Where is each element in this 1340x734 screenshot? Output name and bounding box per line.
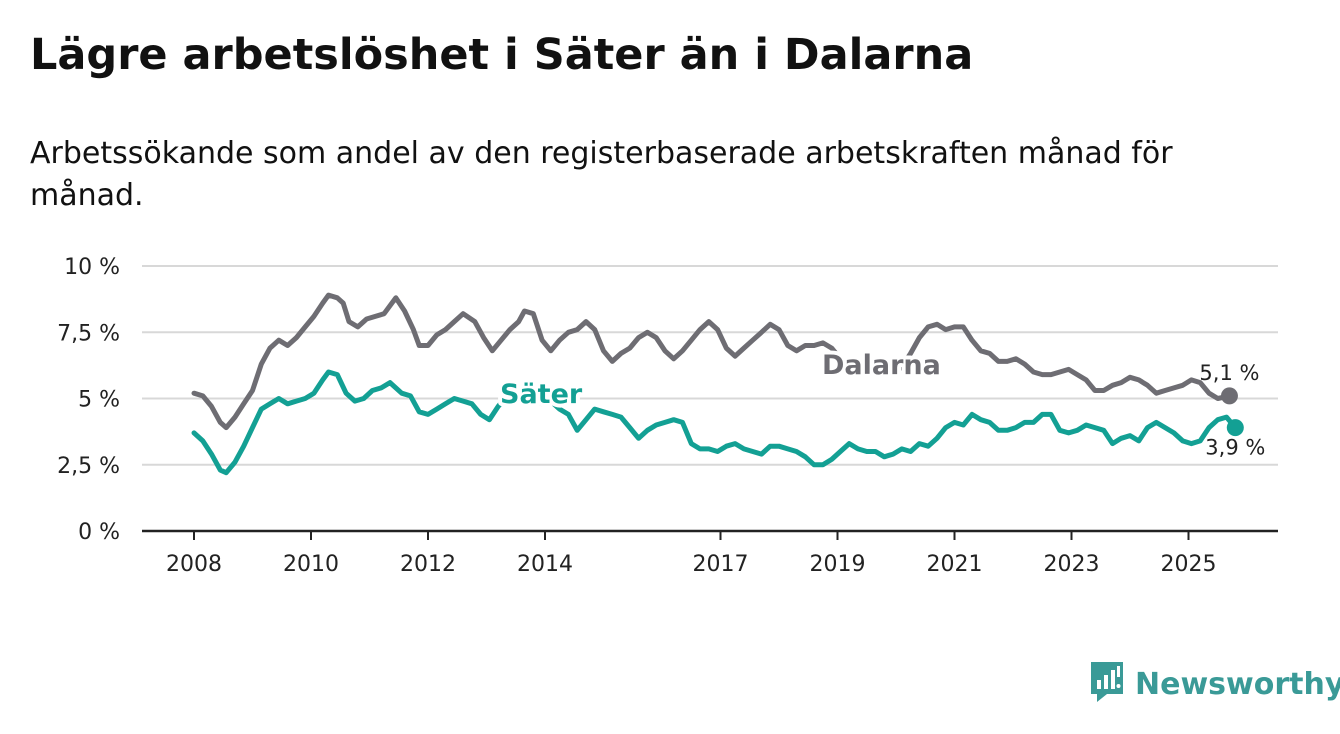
x-tick-label: 2008 [166, 552, 222, 577]
series-name-label: Dalarna [822, 350, 941, 381]
page-subtitle: Arbetssökande som andel av den registerb… [30, 136, 1173, 213]
x-tick-label: 2014 [517, 552, 573, 577]
x-tick-label: 2021 [927, 552, 983, 577]
brand-name: Newsworthy [1135, 667, 1340, 702]
series-end-marker [1226, 419, 1244, 437]
y-tick-label: 5 % [78, 388, 120, 413]
x-tick-label: 2010 [283, 552, 339, 577]
y-tick-label: 0 % [78, 520, 120, 545]
x-tick-label: 2019 [810, 552, 866, 577]
series-label-halo: Säter [500, 379, 583, 410]
series-line-dalarna [191, 292, 1232, 431]
newsworthy-logo-icon [1089, 660, 1125, 709]
series-name-label: Säter [500, 379, 583, 410]
x-tick-label: 2023 [1044, 552, 1100, 577]
series-end-value-label: 3,9 % [1205, 436, 1265, 460]
series-label-halo: Dalarna [822, 350, 941, 381]
y-tick-label: 10 % [64, 255, 120, 280]
gridlines [142, 265, 1278, 533]
series-line-ster [191, 369, 1238, 476]
brand: Newsworthy [1089, 660, 1340, 709]
x-axis-ticks: 2008 2010 2012 2014 2017 2019 2021 2023 2025 [166, 531, 1217, 577]
series-end-value-label: 5,1 % [1199, 361, 1259, 385]
y-axis-ticks: 0 % 2,5 % 5 % 7,5 % 10 % [57, 255, 120, 545]
page-title: Lägre arbetslöshet i Säter än i Dalarna [30, 30, 974, 80]
y-tick-label: 2,5 % [57, 454, 120, 479]
series-end-marker [1220, 387, 1238, 405]
x-tick-label: 2025 [1161, 552, 1217, 577]
x-tick-label: 2017 [693, 552, 749, 577]
y-tick-label: 7,5 % [57, 321, 120, 346]
series-lines [191, 292, 1244, 476]
x-tick-label: 2012 [400, 552, 456, 577]
